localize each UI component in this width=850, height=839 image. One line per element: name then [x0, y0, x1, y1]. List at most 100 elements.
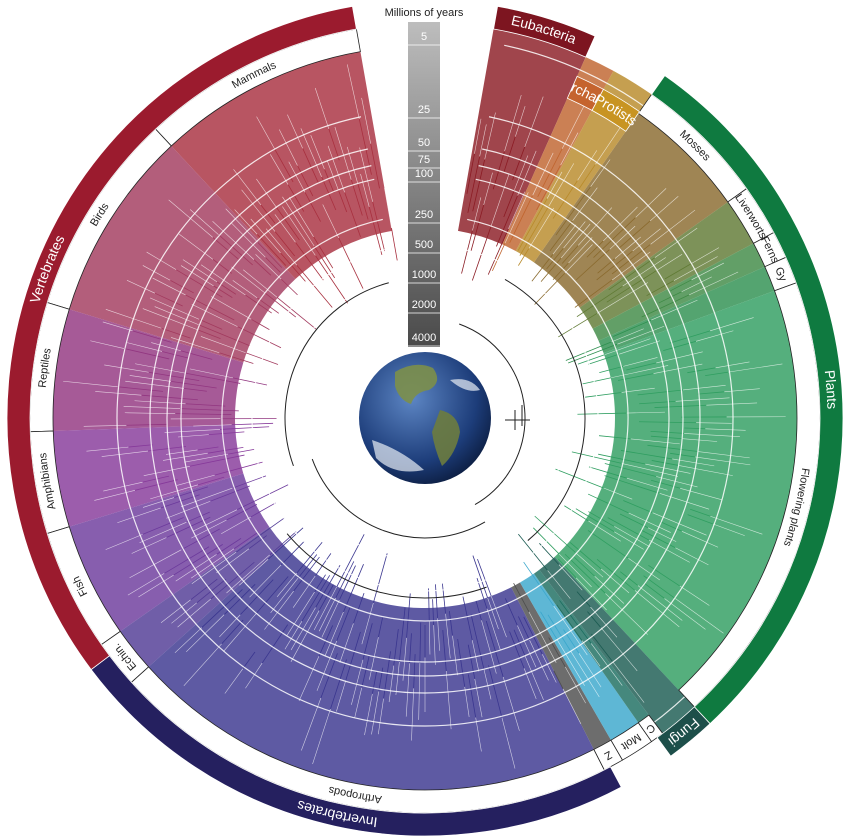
tip-gap [560, 223, 591, 259]
tip-gap [224, 668, 244, 694]
tip-gap [143, 465, 190, 477]
tip-gap [146, 251, 177, 270]
tip-gap [428, 621, 431, 655]
deep-branch [284, 282, 389, 467]
tip-gap [290, 607, 316, 651]
tip-gap [364, 693, 373, 736]
branch [161, 327, 191, 339]
branch [134, 479, 178, 491]
tip-gap [479, 124, 487, 157]
tip-gap [588, 520, 621, 542]
tip-gap [577, 150, 598, 181]
branch [235, 517, 285, 553]
tip-gap [710, 317, 754, 332]
tip-gap [129, 375, 172, 382]
branch [643, 575, 676, 599]
tip-gap [651, 299, 698, 321]
tip-gap [541, 654, 557, 683]
tip-gap [282, 206, 316, 256]
tip-gap [134, 400, 186, 405]
tip-gap [129, 549, 182, 578]
clade-wedge [598, 266, 775, 354]
tip-gap [286, 591, 315, 637]
tip-gap [590, 159, 611, 187]
tip-gap [388, 665, 395, 703]
tip-gap [675, 547, 709, 566]
tip-gap [103, 481, 143, 492]
tip-gap [475, 717, 482, 752]
branch [117, 386, 164, 392]
tip-gap [572, 187, 598, 221]
tip-gap [175, 554, 217, 582]
branch [705, 371, 729, 377]
tip-gap [101, 450, 149, 457]
tip-gap [728, 363, 783, 373]
tip-gap [324, 611, 344, 656]
time-ring [166, 165, 684, 677]
scale-title: Millions of years [385, 7, 464, 19]
time-ring [311, 306, 539, 532]
clade-wedge [171, 51, 393, 280]
branch [245, 294, 272, 314]
tip-gap [532, 152, 554, 196]
tip-gap [614, 236, 641, 259]
branch [559, 600, 592, 644]
branch [245, 352, 279, 365]
branch [687, 367, 716, 374]
tip-gap [546, 171, 563, 199]
branch [147, 446, 187, 452]
branch [475, 600, 482, 621]
tip-gap [560, 132, 579, 166]
branch [623, 500, 653, 514]
branch [540, 257, 562, 282]
tip-gap [418, 663, 421, 720]
time-ring [116, 116, 734, 727]
tip-gap [568, 237, 593, 264]
clade-wedge [52, 309, 244, 431]
tip-gap [656, 253, 683, 271]
branch [197, 446, 219, 451]
tip-gap [282, 196, 315, 247]
branch [558, 558, 577, 579]
cloud [372, 440, 424, 472]
tip-gap [336, 680, 347, 712]
branch [477, 558, 492, 597]
branch [126, 423, 168, 426]
branch [574, 279, 613, 308]
tip-gap [200, 336, 246, 354]
branch [569, 542, 602, 570]
tip-gap [675, 397, 730, 402]
branch [232, 377, 268, 386]
branch [690, 508, 711, 517]
branch [302, 148, 320, 184]
branch [378, 667, 384, 692]
branch [586, 240, 604, 258]
branch [697, 391, 725, 395]
tip-gap [562, 688, 582, 725]
cloud [450, 379, 480, 391]
branch [435, 584, 439, 619]
branch [128, 444, 153, 448]
branch [585, 392, 622, 398]
branch [613, 319, 652, 337]
branch [280, 278, 298, 296]
branch [260, 204, 276, 224]
tip-gap [193, 509, 238, 532]
tip-gap [622, 257, 666, 287]
tip-gap [276, 572, 298, 597]
tip-gap [150, 484, 199, 500]
tip-gap [312, 708, 331, 765]
tip-gap [681, 276, 712, 293]
tip-gap [402, 637, 407, 681]
tip-gap [411, 688, 414, 741]
tip-gap [154, 306, 199, 326]
branch [619, 513, 649, 529]
tip-gap [681, 531, 719, 548]
branch [604, 463, 657, 477]
subgroup-cell [593, 739, 624, 771]
branch [641, 294, 690, 318]
tip-gap [712, 523, 745, 536]
tip-gap [166, 449, 198, 455]
tip-gap [597, 282, 649, 314]
branch [378, 617, 383, 638]
